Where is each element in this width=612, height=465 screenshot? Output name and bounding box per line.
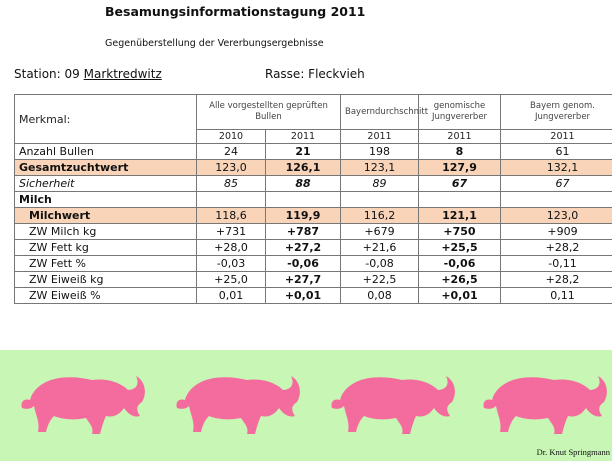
cell: +25,0 [197,272,266,288]
row-label: Gesamtzuchtwert [15,160,197,176]
row-label: ZW Milch kg [15,224,197,240]
bull [483,376,606,434]
cell: +28,2 [501,240,612,256]
cell: +750 [419,224,501,240]
cell [341,192,419,208]
station-name: Marktredwitz [84,67,162,81]
cell [501,192,612,208]
table-row: Milch [15,192,612,208]
cell: +21,6 [341,240,419,256]
cell [419,192,501,208]
cell: 21 [266,144,341,160]
bull [331,376,454,434]
cell: 123,0 [501,208,612,224]
year-header: 2011 [341,130,419,144]
year-header: 2011 [501,130,612,144]
table-row: ZW Fett kg+28,0+27,2+21,6+25,5+28,2 [15,240,612,256]
row-label: ZW Fett % [15,256,197,272]
row-label: Sicherheit [15,176,197,192]
cell: +0,01 [266,288,341,304]
title: Besamungsinformationstagung 2011 [105,4,365,19]
cell: 127,9 [419,160,501,176]
cell: 126,1 [266,160,341,176]
row-label: ZW Eiweiß % [15,288,197,304]
cell: 132,1 [501,160,612,176]
cell: 119,9 [266,208,341,224]
table-row: ZW Eiweiß kg+25,0+27,7+22,5+26,5+28,2 [15,272,612,288]
station-label: Station: 09 [14,67,80,81]
cell: -0,11 [501,256,612,272]
cell: +25,5 [419,240,501,256]
row-label: ZW Fett kg [15,240,197,256]
bull [176,376,299,434]
year-header: 2010 [197,130,266,144]
cell: 123,0 [197,160,266,176]
cell: +0,01 [419,288,501,304]
bull [21,376,144,434]
rasse: Rasse: Fleckvieh [265,67,365,81]
cell: +27,2 [266,240,341,256]
cell: 88 [266,176,341,192]
cell: 85 [197,176,266,192]
bull-decoration [0,350,612,461]
cell: +28,0 [197,240,266,256]
station: Station: 09 Marktredwitz [14,67,162,81]
row-label: Milchwert [15,208,197,224]
cell: -0,06 [419,256,501,272]
cell: 89 [341,176,419,192]
cell: +731 [197,224,266,240]
cell: -0,08 [341,256,419,272]
cell: 198 [341,144,419,160]
cell: 123,1 [341,160,419,176]
author: Dr. Knut Springmann [537,447,610,457]
subtitle: Gegenüberstellung der Vererbungsergebnis… [105,38,324,49]
cell: 0,11 [501,288,612,304]
cell: +28,2 [501,272,612,288]
row-label: ZW Eiweiß kg [15,272,197,288]
cell: 118,6 [197,208,266,224]
row-label: Milch [15,192,197,208]
cell: 61 [501,144,612,160]
group-header: genomische Jungvererber [419,95,501,130]
footer-band: Dr. Knut Springmann [0,350,612,461]
group-header: Bayerndurchschnitt [341,95,419,130]
cell: +679 [341,224,419,240]
cell: 8 [419,144,501,160]
merkmal-header: Merkmal: [15,95,197,144]
cell: +909 [501,224,612,240]
cell: -0,03 [197,256,266,272]
group-header: Bayern genom. Jungvererber [501,95,612,130]
cell: +27,7 [266,272,341,288]
cell: +26,5 [419,272,501,288]
cell: 24 [197,144,266,160]
header-row: Merkmal:Alle vorgestellten geprüften Bul… [15,95,612,130]
cell: +787 [266,224,341,240]
cell: 0,08 [341,288,419,304]
results-table: Merkmal:Alle vorgestellten geprüften Bul… [14,94,612,304]
cell: -0,06 [266,256,341,272]
cell: 67 [501,176,612,192]
cell: 67 [419,176,501,192]
group-header: Alle vorgestellten geprüften Bullen [197,95,341,130]
cell: 121,1 [419,208,501,224]
year-header: 2011 [266,130,341,144]
table-row: ZW Fett %-0,03-0,06-0,08-0,06-0,11 [15,256,612,272]
cell: 0,01 [197,288,266,304]
row-label: Anzahl Bullen [15,144,197,160]
cell: +22,5 [341,272,419,288]
table-row: ZW Milch kg+731+787+679+750+909 [15,224,612,240]
cell: 116,2 [341,208,419,224]
cell [266,192,341,208]
year-header: 2011 [419,130,501,144]
cell [197,192,266,208]
